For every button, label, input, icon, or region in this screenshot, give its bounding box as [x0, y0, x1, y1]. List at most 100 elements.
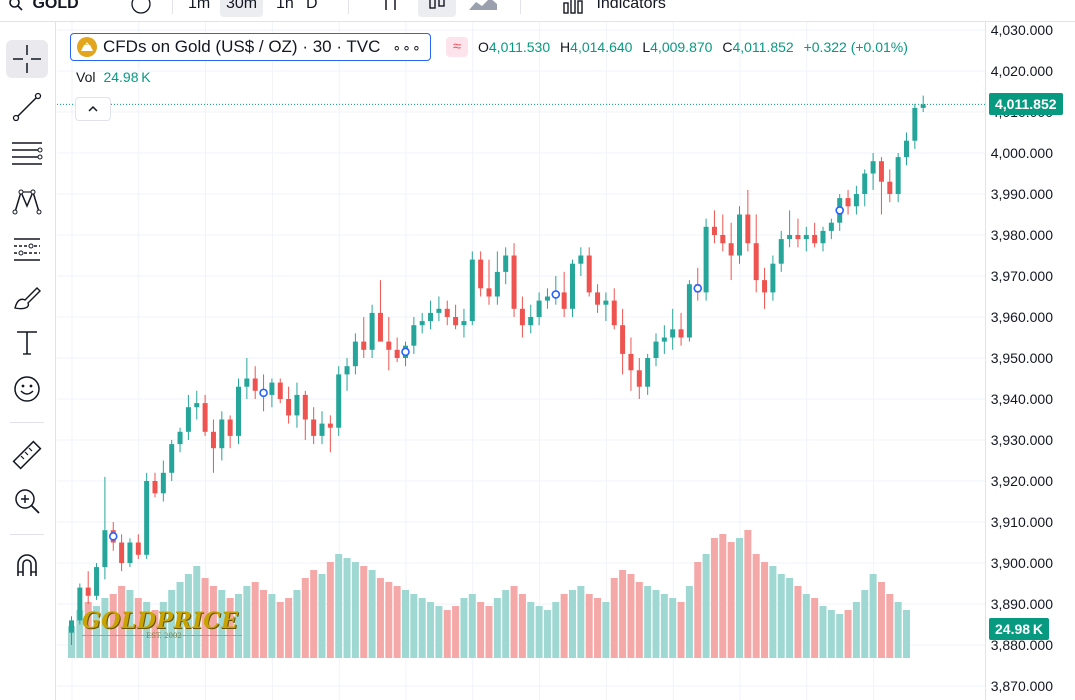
- dividend-marker: [693, 283, 703, 293]
- candle-body: [286, 399, 292, 416]
- volume-bar: [427, 602, 435, 658]
- candle: [386, 317, 392, 371]
- symbol-search[interactable]: GOLD: [8, 0, 79, 17]
- candle-body: [194, 403, 200, 408]
- text-tool[interactable]: [6, 324, 48, 362]
- volume-bar: [201, 578, 209, 658]
- candles-chart-type-button[interactable]: [418, 0, 456, 17]
- volume-bar: [677, 602, 685, 658]
- volume-bar: [518, 594, 526, 658]
- zoom-in-tool[interactable]: [6, 482, 48, 520]
- more-icon[interactable]: ∘∘∘: [392, 38, 422, 55]
- brush-tool[interactable]: [6, 278, 48, 316]
- indicators-button[interactable]: Indicators: [562, 0, 666, 17]
- candle: [912, 103, 918, 149]
- candle-body: [377, 312, 383, 342]
- candle-body: [210, 431, 216, 449]
- candle-body: [369, 312, 375, 350]
- emoji-tool[interactable]: [6, 370, 48, 408]
- volume-bar: [84, 602, 92, 658]
- volume-bar: [293, 590, 301, 658]
- volume-bar: [485, 606, 493, 658]
- candle-body: [528, 317, 534, 326]
- volume-bar: [435, 606, 443, 658]
- volume-bar: [109, 594, 117, 658]
- candle-body: [720, 235, 726, 244]
- forecast-tool[interactable]: [6, 230, 48, 268]
- candle: [628, 337, 634, 391]
- candle-body: [787, 235, 793, 240]
- close-value: 4,011.852: [732, 39, 794, 55]
- brush-icon: [14, 287, 41, 310]
- volume-bar: [285, 598, 293, 658]
- candle: [478, 251, 484, 297]
- symbol-legend[interactable]: CFDs on Gold (US$ / OZ) · 30 · TVC ∘∘∘: [70, 33, 431, 61]
- volume-bar: [852, 602, 860, 658]
- candle-body: [703, 226, 709, 293]
- trend-line-tool[interactable]: [6, 88, 48, 126]
- candle: [661, 325, 667, 354]
- crosshair-tool[interactable]: [6, 40, 48, 78]
- volume-bar: [268, 594, 276, 658]
- candle: [720, 214, 726, 252]
- candle-body: [236, 386, 241, 436]
- toolbar-divider: [520, 0, 521, 14]
- price-axis[interactable]: 4,030.0004,020.0004,010.0004,000.0003,99…: [985, 22, 1075, 700]
- candle: [536, 292, 542, 326]
- candle: [436, 296, 442, 322]
- candle: [904, 132, 909, 166]
- pattern-tool[interactable]: [6, 182, 48, 220]
- price-tick-label: 3,920.000: [990, 473, 1053, 489]
- candle-body: [828, 222, 834, 231]
- candle: [327, 415, 333, 453]
- candle-body: [895, 157, 901, 194]
- collapse-legend-button[interactable]: [75, 97, 111, 121]
- area-chart-type-button[interactable]: [468, 0, 498, 17]
- volume-bar: [351, 562, 359, 658]
- interval-1h[interactable]: 1h: [276, 0, 294, 12]
- price-chart[interactable]: [57, 22, 985, 700]
- candle: [152, 472, 158, 498]
- zoom-in-icon: [15, 489, 40, 514]
- candle: [570, 259, 575, 317]
- dividend-marker: [401, 347, 410, 357]
- chart-pane[interactable]: [57, 22, 985, 700]
- legend-title: CFDs on Gold (US$ / OZ) · 30 · TVC: [103, 37, 381, 56]
- interval-d[interactable]: D: [306, 0, 318, 12]
- volume-bar: [702, 554, 710, 658]
- volume-bar: [794, 586, 802, 658]
- volume-bar: [752, 554, 760, 658]
- bar-chart-type-button[interactable]: [380, 0, 402, 17]
- candle-body: [870, 161, 876, 174]
- candle: [469, 251, 475, 326]
- candle: [586, 247, 592, 297]
- candles: [69, 95, 926, 645]
- interval-1m[interactable]: 1m: [188, 0, 211, 12]
- candle-body: [853, 194, 859, 207]
- volume-bar: [877, 582, 885, 658]
- volume-bar: [318, 574, 326, 658]
- interval-30m[interactable]: 30m: [220, 0, 264, 17]
- volume-bar: [602, 602, 610, 658]
- volume-bar: [76, 610, 84, 658]
- watermark-rule: [82, 635, 242, 636]
- measure-tool[interactable]: [6, 436, 48, 474]
- volume-bar: [460, 598, 468, 658]
- magnet-tool[interactable]: [6, 546, 48, 584]
- trend-line-icon: [12, 92, 42, 122]
- last-price-tag: 4,011.852: [989, 93, 1063, 116]
- candle-body: [728, 243, 734, 256]
- candle-body: [486, 288, 492, 297]
- fib-tool[interactable]: [6, 134, 48, 172]
- smiley-icon: [14, 376, 40, 402]
- candle: [194, 390, 200, 420]
- data-warning-icon[interactable]: ≈: [446, 37, 468, 57]
- dividend-marker: [259, 388, 268, 398]
- volume-bar: [669, 598, 677, 658]
- candle: [787, 210, 793, 248]
- candle-body: [661, 337, 667, 342]
- add-symbol-button[interactable]: [130, 0, 152, 17]
- price-tick-label: 3,940.000: [990, 391, 1053, 407]
- volume-legend[interactable]: Vol 24.98 K: [76, 69, 151, 85]
- horizontal-lines-icon: [12, 142, 43, 165]
